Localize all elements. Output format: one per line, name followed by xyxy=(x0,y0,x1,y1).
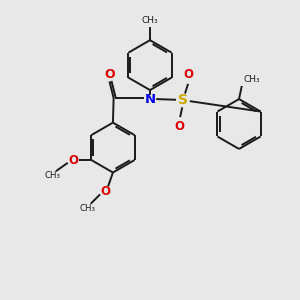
Text: O: O xyxy=(68,154,78,166)
Text: O: O xyxy=(184,68,194,81)
Text: S: S xyxy=(178,94,188,107)
Text: O: O xyxy=(174,120,184,133)
Text: CH₃: CH₃ xyxy=(79,204,95,213)
Text: O: O xyxy=(100,185,110,198)
Text: CH₃: CH₃ xyxy=(243,75,260,84)
Text: O: O xyxy=(104,68,115,81)
Text: CH₃: CH₃ xyxy=(44,171,61,180)
Text: CH₃: CH₃ xyxy=(142,16,158,25)
Text: N: N xyxy=(144,93,156,106)
